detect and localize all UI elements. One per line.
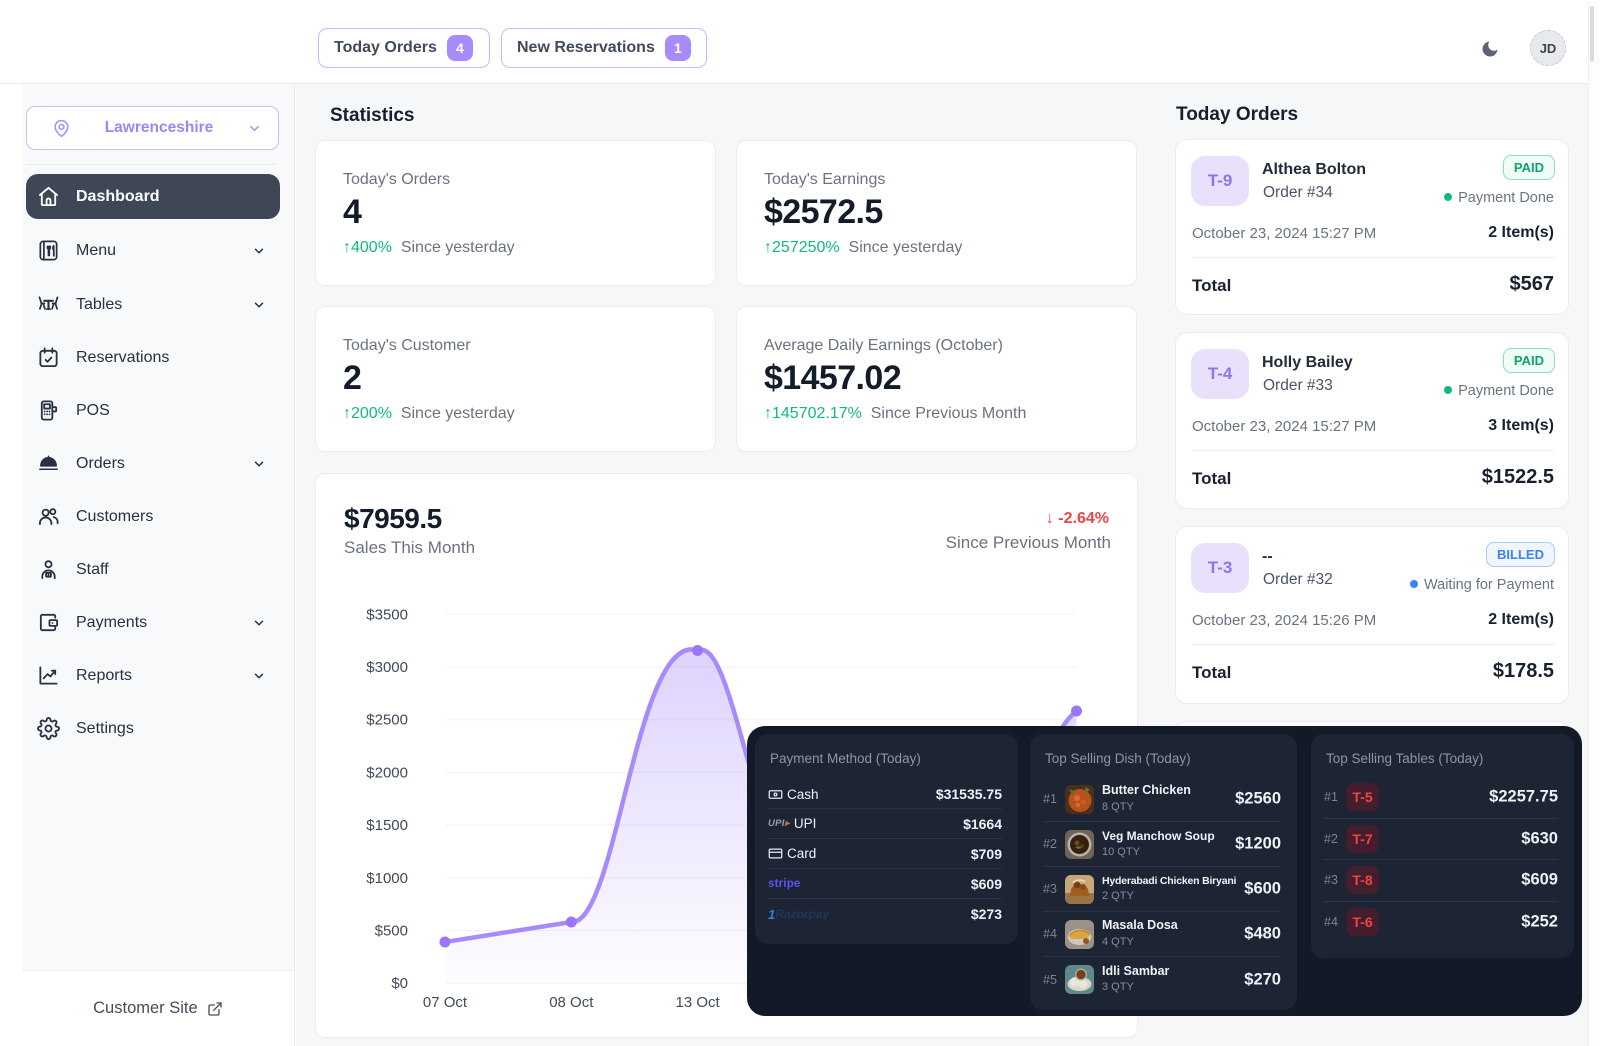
svg-text:$2000: $2000 <box>366 764 408 781</box>
svg-text:08 Oct: 08 Oct <box>549 994 594 1011</box>
svg-text:$1500: $1500 <box>366 817 408 834</box>
svg-text:$3000: $3000 <box>366 659 408 676</box>
svg-text:07 Oct: 07 Oct <box>423 994 468 1011</box>
svg-text:$3500: $3500 <box>366 606 408 623</box>
svg-text:$2500: $2500 <box>366 712 408 729</box>
svg-text:$0: $0 <box>391 975 408 992</box>
svg-text:$500: $500 <box>375 923 408 940</box>
svg-text:$1000: $1000 <box>366 870 408 887</box>
svg-text:13 Oct: 13 Oct <box>676 994 721 1011</box>
